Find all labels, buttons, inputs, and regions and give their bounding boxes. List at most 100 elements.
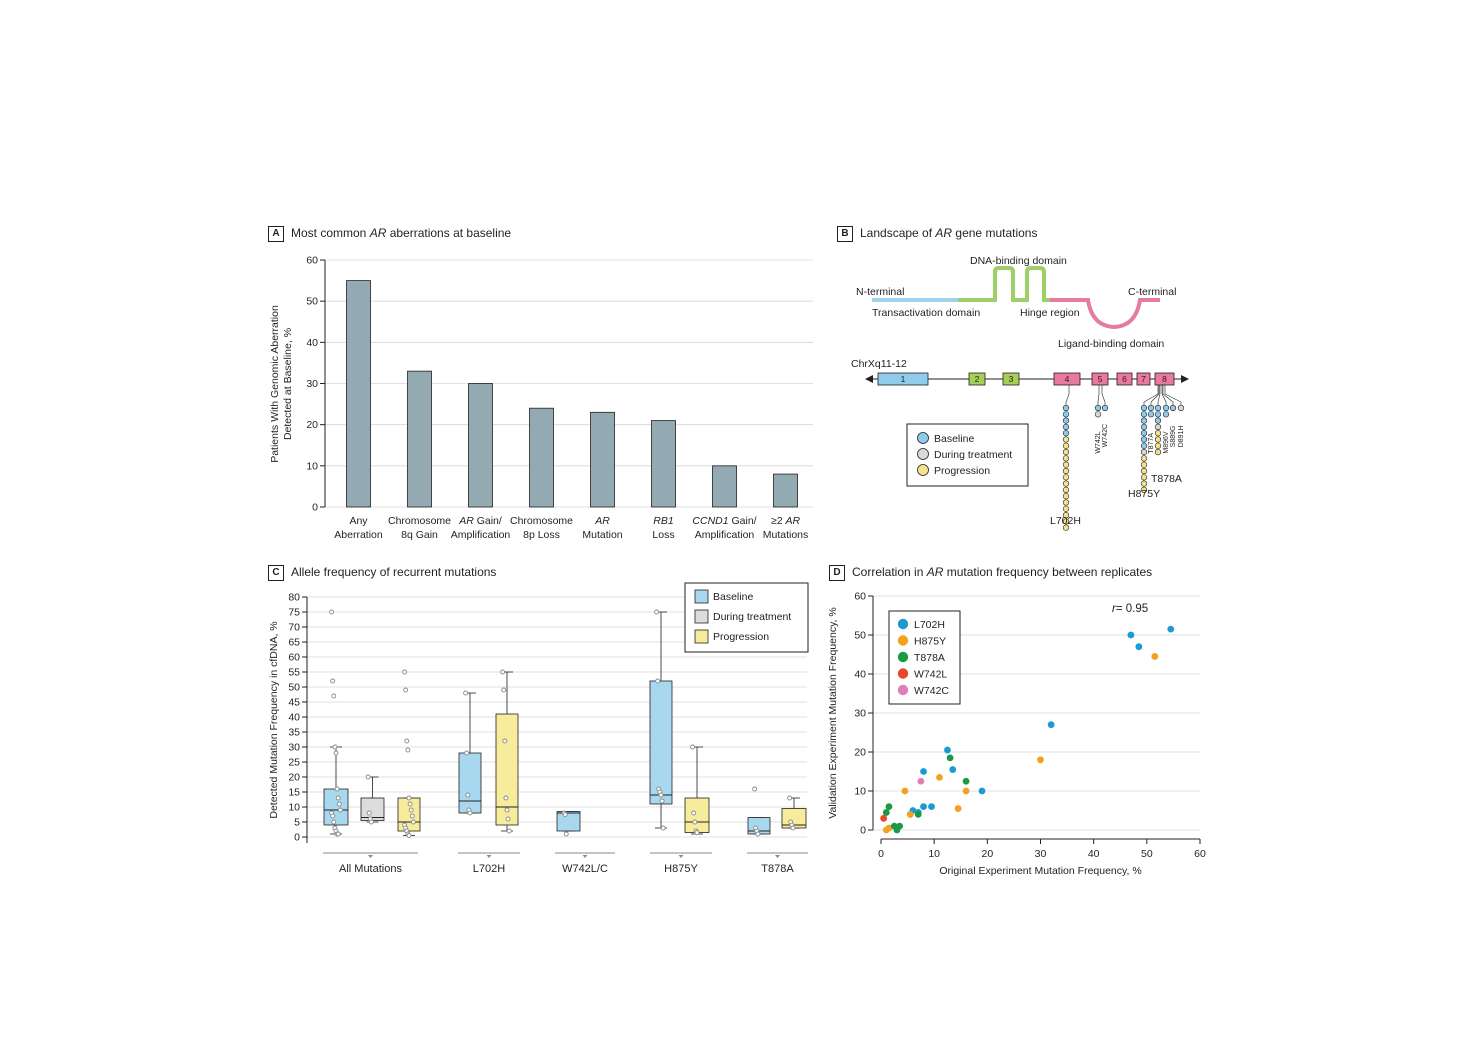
group-bracket-tick: [486, 855, 492, 858]
group-label: All Mutations: [339, 863, 402, 875]
legend-swatch: [897, 618, 909, 630]
category-label: Chromosome: [510, 515, 573, 527]
legend-swatch: [694, 589, 709, 604]
y-axis-label: Detected Mutation Frequency in cfDNA, %: [268, 621, 280, 818]
scatter-point: [962, 777, 970, 785]
y-tick-label: 75: [288, 607, 300, 619]
y-tick-label: 20: [854, 747, 866, 759]
y-tick-label: 10: [854, 786, 866, 798]
scatter-point: [1127, 631, 1135, 639]
exon-label: 6: [1122, 374, 1127, 384]
mutation-dot: [1062, 436, 1070, 443]
category-label: Amplification: [695, 529, 755, 541]
exon-box: [1002, 372, 1020, 386]
scatter-point: [1047, 721, 1055, 729]
mutation-stem: [1065, 385, 1070, 405]
mutation-dot: [1140, 430, 1148, 437]
box: [556, 811, 581, 832]
mutation-stem: [1101, 385, 1106, 405]
scatter-point: [906, 811, 914, 818]
panel-d-letter: D: [829, 565, 845, 581]
data-point: [465, 792, 471, 798]
category-label: Aberration: [334, 529, 383, 541]
panel-c-letter: C: [268, 565, 284, 581]
dna-binding-domain-line: [958, 266, 1050, 302]
data-point: [330, 678, 336, 684]
group-label: L702H: [473, 863, 505, 875]
group-bracket-tick: [775, 855, 780, 858]
bar: [651, 420, 676, 508]
category-label: Chromosome: [388, 515, 451, 527]
chromosome-label: ChrXq11-12: [851, 358, 907, 370]
data-point: [334, 786, 340, 792]
category-label: AR: [594, 515, 610, 527]
data-point: [690, 744, 696, 750]
x-tick-label: 50: [1141, 848, 1153, 860]
mutation-stem: [1097, 385, 1100, 405]
category-label: Mutation: [582, 529, 622, 541]
y-tick-label: 80: [288, 592, 300, 604]
legend-label: L702H: [914, 619, 945, 631]
data-point: [332, 744, 338, 750]
data-point: [563, 831, 569, 837]
scatter-point: [914, 811, 922, 818]
bar: [712, 465, 737, 508]
mutation-dot: [1094, 411, 1102, 418]
hinge-ligand-domain-line: [1050, 298, 1160, 330]
scatter-point: [882, 809, 890, 816]
mutation-dot: [1177, 404, 1185, 412]
category-label: 8p Loss: [523, 529, 560, 541]
data-point: [366, 810, 372, 816]
legend-swatch: [897, 668, 909, 679]
category-label: AR Gain/: [458, 515, 502, 527]
y-tick-label: 10: [306, 460, 318, 472]
category-label: Amplification: [451, 529, 511, 541]
chromosome-arrow-right: [1181, 375, 1189, 383]
group-bracket-tick: [368, 855, 373, 858]
mutation-dot: [1062, 404, 1070, 412]
scatter-point: [917, 777, 925, 785]
box: [458, 752, 482, 814]
y-tick-label: 40: [854, 669, 866, 681]
exon-box: [1116, 372, 1133, 386]
category-label: Any: [349, 515, 368, 527]
y-tick-label: 40: [306, 337, 318, 349]
data-point: [506, 828, 512, 834]
y-tick-label: 50: [306, 296, 318, 308]
mutation-dot: [1140, 480, 1148, 487]
mutation-dot: [1140, 474, 1148, 481]
category-label: CCND1 Gain/: [692, 515, 756, 527]
mutation-stem: [1162, 385, 1174, 405]
y-tick-label: 20: [288, 772, 300, 784]
data-point: [660, 825, 666, 831]
box-plot-c: 0 5 10 15 20 25 30 35 40 45 50 55 60 65 70 75 80 Detected…: [268, 582, 809, 875]
mutation-label: W742C: [1102, 424, 1109, 447]
mutation-dot: [1062, 411, 1070, 418]
mutation-label: D891H: [1178, 426, 1185, 448]
data-point: [655, 678, 661, 684]
mutation-dot: [1062, 467, 1070, 475]
y-tick-label: 55: [288, 667, 300, 679]
panel-c-title: C Allele frequency of recurrent mutations: [268, 565, 496, 581]
exon-label: 8: [1162, 374, 1167, 384]
data-point: [337, 807, 343, 813]
panel-a-title: A Most common AR aberrations at baseline: [268, 226, 511, 242]
data-point: [409, 813, 415, 819]
mutation-stem: [1157, 385, 1161, 405]
group-label: H875Y: [664, 863, 698, 875]
box: [684, 797, 710, 833]
legend-label: Baseline: [713, 591, 753, 603]
y-tick-label: 10: [288, 802, 300, 814]
mutation-label: T877A: [1148, 433, 1155, 454]
mutation-dot: [1062, 423, 1070, 430]
category-label: Mutations: [763, 529, 809, 541]
y-tick-label: 60: [306, 255, 318, 267]
hinge-label: Hinge region: [1020, 307, 1080, 319]
x-tick-label: 30: [1035, 848, 1047, 860]
mutation-dot: [1154, 430, 1162, 437]
y-tick-label: 45: [288, 697, 300, 709]
mutation-dot: [1140, 442, 1148, 449]
box: [649, 680, 673, 805]
scatter-point: [1135, 643, 1143, 651]
data-point: [330, 813, 336, 819]
